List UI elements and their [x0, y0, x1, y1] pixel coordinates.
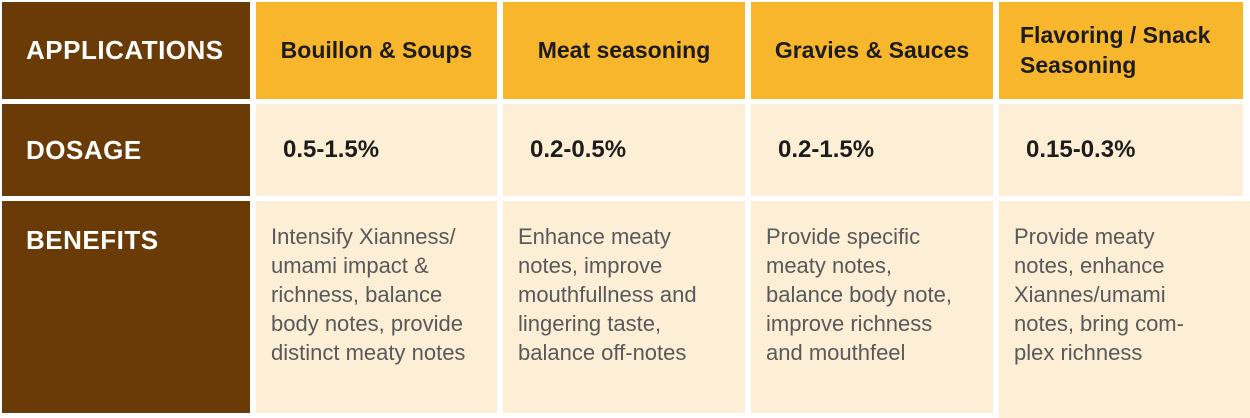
column-header-bouillon-soups: Bouillon & Soups	[256, 2, 497, 99]
column-header-flavoring-snack-seasoning: Flavoring / Snack Seasoning	[999, 2, 1250, 99]
dosage-value-gravies-sauces: 0.2-1.5%	[751, 104, 993, 196]
row-header-applications: APPLICATIONS	[2, 2, 250, 99]
benefits-flavoring-snack-seasoning: Provide meaty notes, enhance Xiannes/uma…	[999, 201, 1250, 418]
benefits-meat-seasoning: Enhance meaty notes, improve mouthfullne…	[503, 201, 745, 418]
column-header-gravies-sauces: Gravies & Sauces	[751, 2, 993, 99]
dosage-value-meat-seasoning: 0.2-0.5%	[503, 104, 745, 196]
benefits-gravies-sauces: Provide specific meaty notes, balance bo…	[751, 201, 993, 418]
benefits-bouillon-soups: Intensify Xianness/ umami impact & richn…	[256, 201, 497, 418]
dosage-value-flavoring-snack-seasoning: 0.15-0.3%	[999, 104, 1250, 196]
row-header-dosage: DOSAGE	[2, 104, 250, 196]
row-header-benefits: BENEFITS	[2, 201, 250, 418]
column-header-meat-seasoning: Meat seasoning	[503, 2, 745, 99]
dosage-value-bouillon-soups: 0.5-1.5%	[256, 104, 497, 196]
